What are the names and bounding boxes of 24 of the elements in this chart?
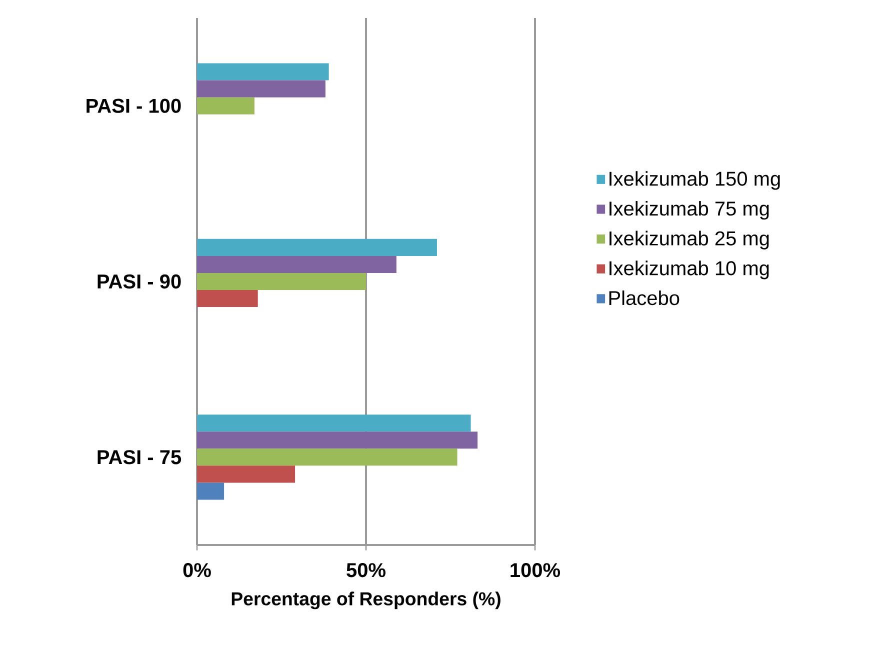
- bar: [197, 482, 224, 500]
- legend-label: Ixekizumab 25 mg: [610, 230, 769, 250]
- bar: [197, 414, 471, 432]
- legend-label: Ixekizumab 75 mg: [610, 200, 769, 220]
- y-tick-label: PASI - 75: [98, 450, 182, 464]
- bar: [197, 466, 296, 483]
- bar: [197, 272, 366, 290]
- legend-label: Ixekizumab 150 mg: [610, 171, 780, 190]
- bar: [197, 290, 258, 308]
- x-axis-title: Percentage of Responders (%): [232, 592, 500, 610]
- x-tick-label: 100%: [510, 563, 560, 578]
- bar: [197, 448, 458, 466]
- y-tick-label: PASI - 100: [86, 98, 181, 113]
- bar: [197, 80, 326, 98]
- legend-label: Ixekizumab 10 mg: [610, 260, 769, 280]
- bar: [197, 432, 478, 449]
- x-tick-label: 0%: [183, 563, 211, 578]
- bar: [197, 63, 329, 80]
- bar: [197, 97, 254, 114]
- legend-label: Placebo: [609, 290, 680, 306]
- y-tick-label: PASI - 90: [98, 274, 181, 289]
- bar: [197, 256, 396, 273]
- x-tick-label: 50%: [346, 563, 386, 578]
- bar: [197, 238, 437, 256]
